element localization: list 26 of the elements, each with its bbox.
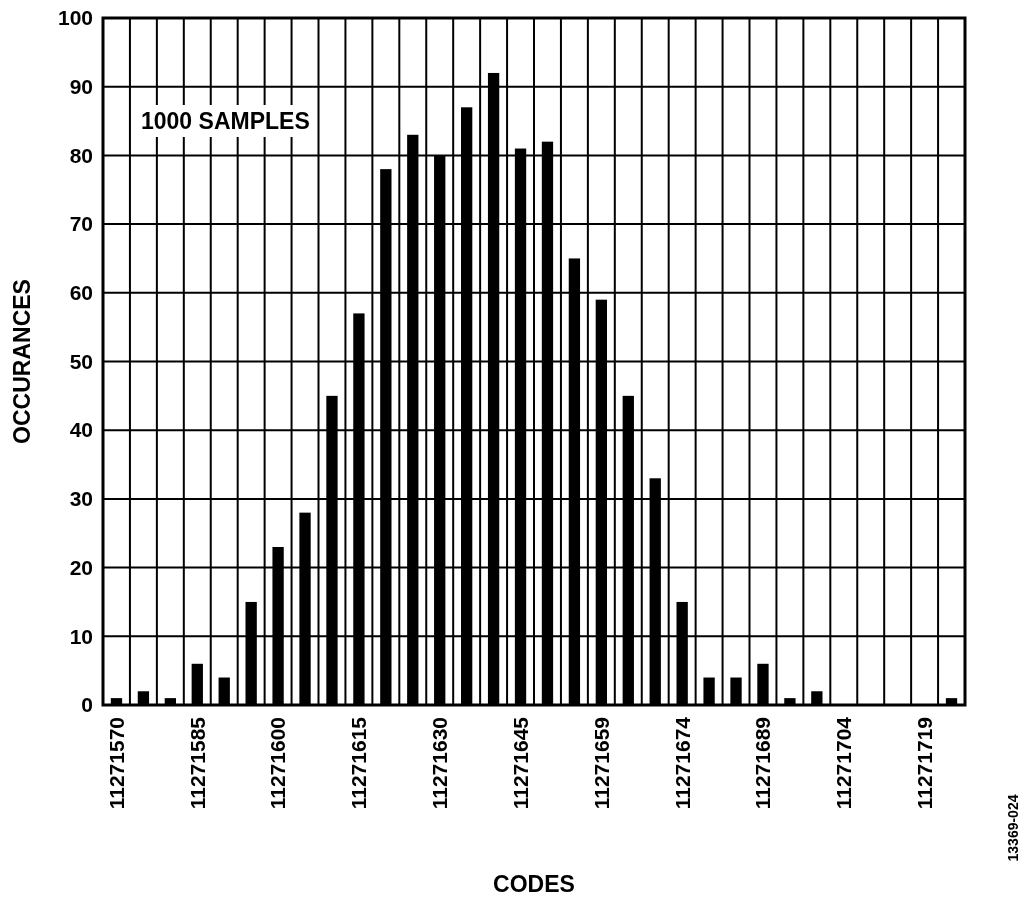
x-tick-label: 11271645 [508, 716, 532, 810]
x-tick-label: 11271719 [912, 717, 936, 810]
y-tick-label: 70 [69, 212, 93, 236]
text: 13369-024 [1005, 794, 1021, 862]
x-axis-title: CODES [493, 871, 575, 897]
x-tick-label: 11271659 [589, 717, 613, 810]
y-tick-label: 80 [69, 143, 93, 167]
y-tick-label: 60 [69, 281, 93, 305]
y-tick-label: 50 [69, 349, 93, 373]
x-tick-label: 11271570 [104, 717, 128, 810]
x-tick-label: 11271615 [347, 716, 371, 810]
y-tick-label: 0 [81, 693, 93, 717]
y-tick-label: 90 [69, 74, 93, 98]
y-axis-title: OCCURANCES [9, 279, 35, 444]
y-tick-label: 30 [69, 487, 93, 511]
y-tick-label: 10 [69, 624, 93, 648]
x-tick-label: 11271630 [428, 717, 452, 810]
x-tick-label: 11271674 [670, 716, 694, 810]
x-tick-label: 11271704 [832, 716, 856, 810]
x-tick-label: 11271689 [751, 717, 775, 810]
x-tick-label: 11271585 [185, 716, 209, 810]
y-tick-label: 20 [69, 555, 93, 579]
x-tick-label: 11271600 [266, 717, 290, 810]
y-tick-label: 100 [57, 6, 93, 30]
annotation: 1000 SAMPLES [141, 108, 310, 134]
y-tick-label: 40 [69, 418, 93, 442]
